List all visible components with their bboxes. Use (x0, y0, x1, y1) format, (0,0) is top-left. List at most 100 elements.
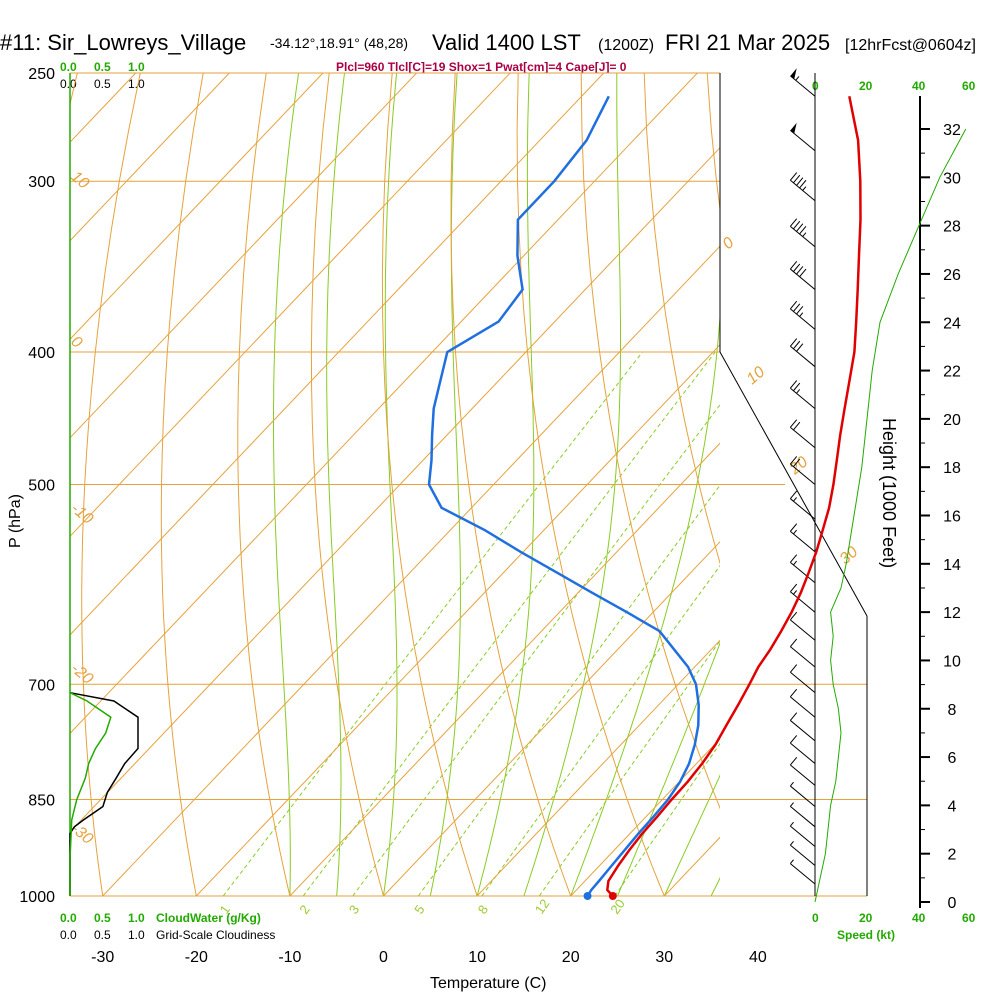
speed-scale-top-3: 60 (962, 79, 976, 93)
height-tick-label: 14 (943, 557, 961, 574)
utc-time: (1200Z) (598, 37, 654, 54)
wind-barb (789, 172, 816, 202)
wind-barb-shaft (790, 308, 816, 330)
temperature-tick-label: 20 (562, 949, 580, 966)
temperature-axis-label: Temperature (C) (430, 975, 546, 992)
cloud-scale-bottom-black-0: 0.0 (60, 928, 77, 942)
isotherm-line (70, 73, 324, 340)
wind-barb-flag (789, 300, 798, 310)
wind-barb (789, 735, 816, 764)
mixing-ratio-label: 3 (346, 902, 362, 917)
speed-scale-top: 0 20 40 60 (812, 79, 976, 93)
wind-barb-flag (793, 220, 801, 230)
wind-barb-flag (796, 223, 804, 232)
moist-adiabat-line (523, 73, 621, 896)
wind-barb-shaft (790, 75, 816, 97)
cloud-profiles (69, 691, 139, 896)
isotherm-line (70, 73, 230, 242)
pressure-tick-label: 300 (28, 174, 55, 191)
wind-barb-shaft (790, 498, 816, 520)
wind-barb-shaft (790, 785, 816, 807)
height-tick-label: 8 (948, 702, 957, 719)
cloud-scale-top-black-0: 0.0 (60, 77, 77, 91)
wind-barb-shaft (790, 387, 816, 409)
wind-barb-flag (789, 218, 798, 227)
wind-barb-half-flag (789, 802, 794, 807)
wind-barb-flag (793, 263, 801, 272)
dry-adiabats (70, 73, 1000, 896)
wind-barb-flag (789, 490, 798, 500)
wind-barb-flag (789, 554, 798, 563)
station-title: #11: Sir_Lowreys_Village (0, 30, 246, 55)
dry-adiabat-line (81, 73, 141, 896)
wind-barb (789, 664, 816, 694)
wind-barb (789, 554, 816, 584)
wind-barb-flag (789, 638, 798, 647)
height-tick-label: 6 (948, 750, 957, 767)
wind-barb (789, 840, 816, 866)
wind-barb-flag (789, 419, 798, 428)
moist-adiabat-line (570, 311, 720, 896)
wind-barb-flag (789, 756, 798, 766)
wind-barb (789, 802, 816, 828)
mixing-ratio-line (352, 404, 720, 896)
wind-barb (789, 456, 816, 485)
wind-barb (789, 218, 816, 248)
pressure-tick-label: 250 (28, 66, 55, 83)
forecast-run: [12hrFcst@0604z] (845, 37, 976, 54)
isotherm-label: 10 (67, 168, 92, 193)
wind-barb-flag (793, 458, 801, 467)
dry-adiabat-line (959, 73, 1000, 896)
isobars (70, 72, 867, 897)
mixing-ratio-label: 5 (411, 902, 427, 917)
cloud-scale-bottom: 0.0 0.5 1.0 CloudWater (g/Kg) 0.0 0.5 1.… (60, 911, 275, 942)
wind-barb-flag (793, 303, 801, 312)
wind-barb (789, 419, 816, 449)
wind-barb (789, 300, 816, 330)
wind-barbs (789, 68, 816, 885)
moist-adiabat-line (663, 774, 720, 896)
pressure-tick-label: 850 (28, 793, 55, 810)
cloud-scale-bottom-black-1: 0.5 (94, 928, 111, 942)
temperature-tick-label: 40 (749, 949, 767, 966)
wind-speed-profile (814, 128, 967, 903)
station-coords: -34.12°,18.91° (48,28) (270, 35, 408, 51)
moist-adiabat-line (383, 73, 398, 896)
mixing-ratio-line (614, 742, 720, 896)
pressure-axis-label: P (hPa) (7, 494, 24, 548)
wind-barb-shaft (790, 742, 816, 764)
wind-barb-shaft (790, 646, 816, 668)
surface-dewpoint-point (583, 892, 592, 900)
wind-barb-flag (796, 177, 804, 186)
isotherm-label: 10 (744, 364, 769, 389)
pressure-tick-label: 500 (28, 478, 55, 495)
height-tick-label: 2 (948, 847, 957, 864)
wind-barb-shaft (790, 764, 816, 786)
isotherm-line (570, 738, 720, 896)
wind-barb-half-flag (789, 840, 794, 846)
mixing-ratio-line (302, 351, 716, 896)
height-tick-label: 12 (943, 605, 961, 622)
wind-barb-flag (796, 266, 804, 275)
wind-barb-shaft (790, 561, 816, 584)
pressure-axis: 250 300 400 500 700 850 1000 (19, 66, 55, 906)
dry-adiabat-line (516, 73, 665, 896)
dry-adiabat-line (381, 73, 478, 896)
wind-barb (789, 781, 816, 807)
wind-barb-half-flag (793, 529, 798, 535)
dry-adiabat-line (160, 73, 204, 896)
surface-temperature-point (608, 892, 617, 900)
height-tick-label: 28 (943, 219, 961, 236)
cloud-scale-bottom-black-2: 1.0 (128, 928, 145, 942)
wind-barb-flag (789, 712, 798, 721)
mixing-ratio-line (538, 639, 720, 896)
wind-barb (789, 611, 816, 641)
isotherm-label: 0 (720, 234, 738, 253)
height-tick-label: 4 (948, 798, 957, 815)
wind-barb (789, 688, 816, 718)
speed-scale-top-2: 40 (912, 79, 926, 93)
isotherm-line (383, 541, 720, 896)
